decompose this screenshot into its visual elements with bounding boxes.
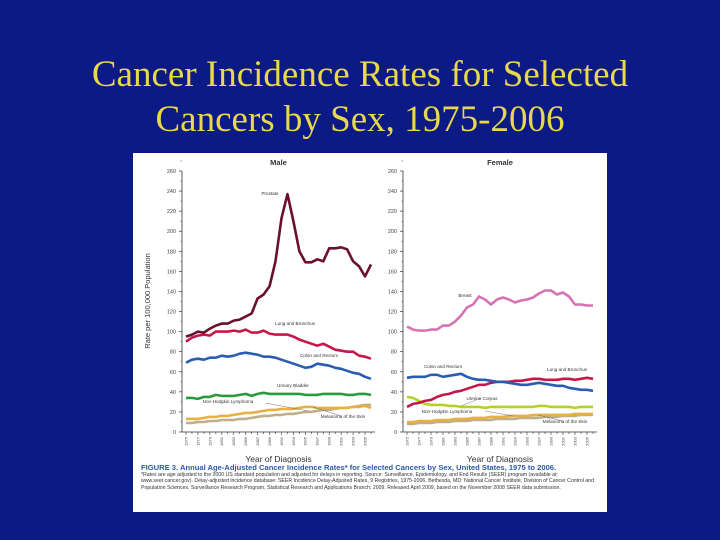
y-tick-label: 200	[167, 229, 176, 235]
y-axis-title: Rate per 100,000 Population	[143, 253, 152, 349]
x-tick-label: 1999	[327, 436, 332, 446]
series-line-non-hodgkin-lymphoma	[407, 412, 593, 424]
y-tick-label: 40	[170, 390, 176, 396]
x-tick-label: 1997	[536, 436, 541, 446]
x-tick-label: 1979	[207, 436, 212, 446]
series-line-non-hodgkin-lymphoma	[186, 404, 372, 421]
y-tick-label: 160	[388, 269, 397, 275]
x-tick-label: 1975	[404, 436, 409, 446]
series-line-colon-and-rectum	[406, 372, 594, 393]
series-line-breast	[406, 289, 593, 332]
x-axis-title: Year of Diagnosis	[467, 454, 533, 463]
y-tick-label: 160	[167, 269, 176, 275]
y-tick-label: 20	[170, 410, 176, 416]
x-tick-label: 2001	[560, 436, 565, 446]
series-label: Melanoma of the Skin	[543, 419, 588, 424]
x-tick-label: 1997	[315, 436, 320, 446]
x-tick-label: 1995	[303, 436, 308, 446]
x-tick-label: 1991	[279, 436, 284, 446]
y-tick-label: 120	[167, 310, 176, 316]
caption-note: *Rates are age adjusted to the 2000 US s…	[141, 472, 594, 491]
series-label: Melanoma of the Skin	[321, 414, 366, 419]
slide-title-line-1: Cancer Incidence Rates for Selected	[91, 54, 629, 95]
x-tick-label: 1993	[291, 436, 296, 446]
y-tick-label: 260	[388, 169, 397, 175]
x-tick-label: 2005	[362, 436, 367, 446]
y-tick-label: 140	[388, 289, 397, 295]
caption-title: FIGURE 3. Annual Age-Adjusted Cancer Inc…	[141, 463, 557, 472]
x-tick-label: 2001	[339, 436, 344, 446]
y-tick-label: 120	[388, 310, 397, 316]
slide-title-line-2: Cancers by Sex, 1975-2006	[155, 99, 565, 140]
slide-title: Cancer Incidence Rates for Selected Canc…	[0, 52, 720, 142]
series-line-prostate	[185, 192, 373, 338]
figure-caption: FIGURE 3. Annual Age-Adjusted Cancer Inc…	[141, 463, 603, 491]
x-tick-label: 1999	[548, 436, 553, 446]
y-tick-label: 220	[388, 209, 397, 215]
series-label: Non-Hodgkin Lymphoma	[422, 409, 473, 414]
label-leader-line	[460, 397, 482, 407]
y-tick-label: 200	[388, 229, 397, 235]
x-tick-label: 1995	[524, 436, 529, 446]
series-label: Breast	[458, 293, 472, 298]
x-tick-label: 1977	[416, 436, 421, 446]
series-label: Lung and Bronchus	[547, 367, 588, 372]
x-axis-title: Year of Diagnosis	[245, 454, 311, 463]
y-tick-label: 0	[173, 430, 176, 436]
x-tick-label: 1981	[440, 436, 445, 446]
label-leader-line	[312, 406, 342, 417]
x-tick-label: 1989	[488, 436, 493, 446]
x-tick-label: 1991	[500, 436, 505, 446]
panel-title: Female	[487, 158, 513, 167]
series-label: Urinary Bladder	[277, 383, 309, 388]
y-tick-label: 80	[170, 350, 176, 356]
x-tick-label: 1975	[183, 436, 188, 446]
label-leader-line	[537, 414, 564, 422]
x-tick-label: 1987	[476, 436, 481, 446]
y-tick-label: 220	[167, 209, 176, 215]
y-tick-label: 180	[167, 249, 176, 255]
series-label: Uterine Corpus	[467, 396, 499, 401]
y-tick-label: 100	[388, 330, 397, 336]
label-leader-line	[484, 410, 514, 417]
x-tick-label: 1977	[195, 436, 200, 446]
y-tick-label: 180	[388, 249, 397, 255]
series-line-urinary-bladder	[186, 391, 372, 401]
series-label: Prostate	[261, 191, 279, 196]
x-tick-label: 1979	[428, 436, 433, 446]
label-leader-line	[264, 402, 310, 412]
series-label: Colon and Rectum	[300, 353, 338, 358]
x-tick-label: 2005	[584, 436, 589, 446]
y-tick-label: 80	[391, 350, 397, 356]
x-tick-label: 1981	[219, 436, 224, 446]
y-tick-label: 40	[391, 390, 397, 396]
y-tick-label: 60	[170, 370, 176, 376]
incidence-charts: 0204060801001201401601802002202402601975…	[143, 158, 597, 463]
x-tick-label: 1987	[255, 436, 260, 446]
y-tick-label: 240	[388, 189, 397, 195]
series-line-colon-and-rectum	[185, 351, 372, 381]
y-tick-label: 60	[391, 370, 397, 376]
figure-panel: 0 20 40 60 80 100 120 140 160 180 200 220 240 260 1975…	[133, 153, 607, 512]
y-tick-label: 100	[167, 330, 176, 336]
x-tick-label: 1983	[452, 436, 457, 446]
x-tick-label: 1985	[464, 436, 469, 446]
x-tick-label: 2003	[572, 436, 577, 446]
y-tick-label: 240	[167, 189, 176, 195]
y-tick-label: 0	[394, 430, 397, 436]
series-label: Lung and Bronchus	[275, 321, 316, 326]
x-tick-label: 1985	[243, 436, 248, 446]
y-tick-label: 20	[391, 410, 397, 416]
series-label: Colon and Rectum	[424, 364, 462, 369]
series-line-uterine-corpus	[406, 395, 593, 410]
y-tick-label: 260	[167, 169, 176, 175]
series-label: Non-Hodgkin Lymphoma	[203, 399, 254, 404]
x-tick-label: 1993	[512, 436, 517, 446]
x-tick-label: 1989	[267, 436, 272, 446]
y-tick-label: 140	[167, 289, 176, 295]
x-tick-label: 2003	[350, 436, 355, 446]
panel-title: Male	[270, 158, 287, 167]
series-line-lung-and-bronchus	[185, 328, 372, 360]
x-tick-label: 1983	[231, 436, 236, 446]
